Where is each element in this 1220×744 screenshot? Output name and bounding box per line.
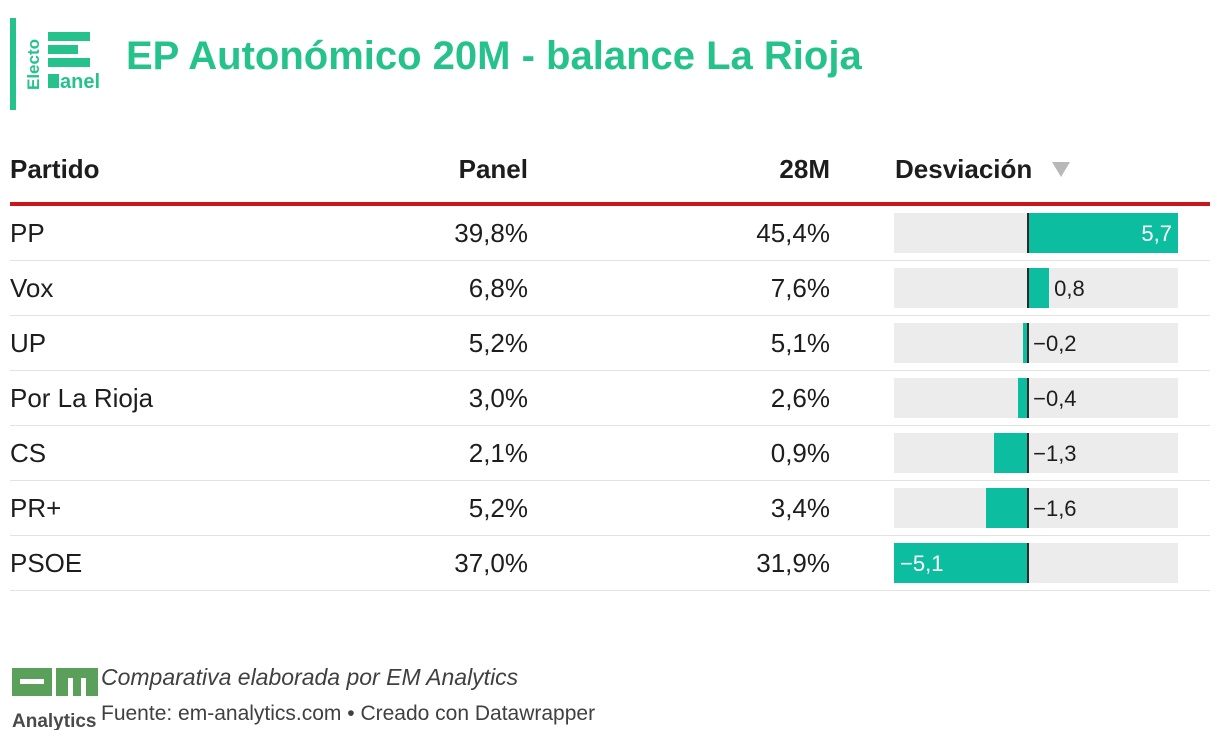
em-logo-text: Analytics	[12, 711, 96, 730]
deviation-bar	[1017, 378, 1029, 418]
table-header: Partido Panel 28M Desviación	[10, 140, 1210, 206]
panel-value: 2,1%	[468, 438, 528, 468]
result-value: 5,1%	[770, 328, 830, 358]
footer: Analytics Comparativa elaborada por EM A…	[10, 662, 1210, 732]
deviation-label: −1,3	[1033, 441, 1077, 466]
zero-line	[1027, 433, 1030, 473]
result-value: 3,4%	[770, 493, 830, 523]
deviation-bar-track: 5,7	[894, 213, 1178, 253]
electopanel-logo: Electo anel	[26, 32, 100, 92]
footer-source: Fuente: em-analytics.com • Creado con Da…	[101, 702, 596, 725]
deviation-bar-track: −1,6	[894, 488, 1178, 528]
deviation-bar	[894, 543, 1029, 583]
zero-line	[1027, 488, 1030, 528]
panel-value: 3,0%	[468, 383, 528, 413]
column-header-deviation[interactable]: Desviación	[895, 154, 1033, 184]
table-row: PR+ 5,2% 3,4% −1,6	[10, 481, 1210, 536]
zero-line	[1027, 268, 1030, 308]
deviation-bar-track: −5,1	[894, 543, 1178, 583]
table-row: CS 2,1% 0,9% −1,3	[10, 426, 1210, 481]
column-header-28m[interactable]: 28M	[779, 154, 830, 184]
results-table: Partido Panel 28M Desviación PP 39,8% 45,4…	[10, 140, 1210, 591]
result-value: 31,9%	[756, 548, 830, 578]
table-row: Vox 6,8% 7,6% 0,8	[10, 261, 1210, 316]
party-name: CS	[10, 438, 47, 468]
deviation-bar	[1028, 213, 1178, 253]
zero-line	[1027, 323, 1030, 363]
deviation-bar-track: −0,2	[894, 323, 1178, 363]
party-name: Vox	[10, 273, 54, 303]
page-title: EP Autonómico 20M - balance La Rioja	[126, 34, 862, 78]
panel-value: 37,0%	[454, 548, 528, 578]
panel-value: 5,2%	[468, 493, 528, 523]
deviation-label: −0,2	[1033, 331, 1077, 356]
panel-value: 39,8%	[454, 218, 528, 248]
footer-note: Comparativa elaborada por EM Analytics	[101, 664, 519, 690]
panel-value: 5,2%	[468, 328, 528, 358]
column-header-panel[interactable]: Panel	[458, 154, 528, 184]
result-value: 7,6%	[770, 273, 830, 303]
table-body: PP 39,8% 45,4% 5,7 Vox 6,8% 7,6% 0,8 UP 5,2% 5,1% −…	[10, 206, 1210, 591]
sort-descending-icon[interactable]	[1052, 162, 1070, 177]
zero-line	[1027, 213, 1030, 253]
deviation-label: 0,8	[1054, 276, 1085, 301]
deviation-label: −0,4	[1033, 386, 1077, 411]
logo-horizontal-word: anel	[60, 71, 100, 92]
table-row: UP 5,2% 5,1% −0,2	[10, 316, 1210, 371]
result-value: 2,6%	[770, 383, 830, 413]
panel-value: 6,8%	[468, 273, 528, 303]
em-analytics-logo: Analytics	[12, 668, 98, 730]
deviation-label: −5,1	[900, 551, 944, 576]
table-row: PSOE 37,0% 31,9% −5,1	[10, 536, 1210, 591]
zero-line	[1027, 543, 1030, 583]
logo-vertical-word: Electo	[26, 39, 43, 90]
header: Electo anel EP Autonómico 20M - balance …	[0, 0, 1220, 120]
table-row: Por La Rioja 3,0% 2,6% −0,4	[10, 371, 1210, 426]
deviation-bar	[993, 433, 1029, 473]
brand-accent-bar	[10, 18, 16, 110]
result-value: 45,4%	[756, 218, 830, 248]
deviation-bar	[986, 488, 1029, 528]
deviation-bar-track: −0,4	[894, 378, 1178, 418]
party-name: Por La Rioja	[10, 383, 154, 413]
party-name: PR+	[10, 493, 62, 523]
table-row: PP 39,8% 45,4% 5,7	[10, 206, 1210, 261]
party-name: PP	[10, 218, 45, 248]
party-name: PSOE	[10, 548, 83, 578]
deviation-bar-track: −1,3	[894, 433, 1178, 473]
deviation-bar-track: 0,8	[894, 268, 1178, 308]
result-value: 0,9%	[770, 438, 830, 468]
deviation-bar	[1022, 323, 1029, 363]
party-name: UP	[10, 328, 47, 358]
deviation-label: 5,7	[1141, 221, 1172, 246]
column-header-party[interactable]: Partido	[10, 154, 100, 184]
zero-line	[1027, 378, 1030, 418]
deviation-label: −1,6	[1033, 496, 1077, 521]
deviation-bar	[1028, 268, 1050, 308]
